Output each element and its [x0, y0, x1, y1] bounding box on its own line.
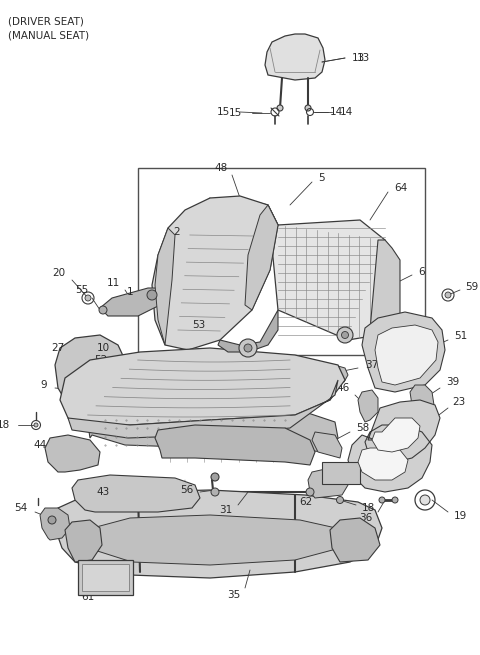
Polygon shape [330, 518, 380, 562]
Polygon shape [55, 335, 125, 405]
Text: 14: 14 [340, 107, 353, 117]
Text: 20: 20 [52, 268, 65, 278]
Circle shape [392, 497, 398, 503]
Polygon shape [60, 348, 345, 425]
Bar [138, 168, 425, 355]
Circle shape [99, 306, 107, 314]
Text: 39: 39 [446, 377, 459, 387]
Circle shape [244, 344, 252, 352]
Polygon shape [55, 490, 382, 578]
Polygon shape [358, 448, 408, 480]
Text: 44: 44 [34, 440, 47, 450]
Text: 56: 56 [180, 485, 193, 495]
Text: 5: 5 [318, 173, 324, 183]
Circle shape [445, 292, 451, 298]
Text: 43: 43 [97, 487, 110, 497]
Text: 59: 59 [465, 282, 478, 292]
Circle shape [277, 105, 283, 111]
Polygon shape [152, 196, 278, 350]
Text: 2: 2 [173, 227, 180, 237]
Polygon shape [268, 205, 385, 340]
Circle shape [211, 488, 219, 496]
Circle shape [48, 516, 56, 524]
Text: 10: 10 [97, 343, 110, 353]
Polygon shape [308, 468, 348, 498]
Text: 64: 64 [394, 183, 407, 193]
Circle shape [34, 423, 38, 427]
Text: 15: 15 [229, 108, 242, 118]
Text: 31: 31 [219, 505, 232, 515]
Bar [78, 560, 133, 595]
Circle shape [239, 339, 257, 357]
Text: 35: 35 [227, 590, 240, 600]
Bar [322, 462, 360, 484]
Text: 6: 6 [418, 267, 425, 277]
Text: 53: 53 [192, 320, 205, 330]
Text: 18: 18 [362, 503, 375, 513]
Polygon shape [370, 240, 400, 340]
Text: 19: 19 [454, 511, 467, 521]
Text: 61: 61 [82, 592, 95, 602]
Text: 54: 54 [14, 503, 27, 513]
Circle shape [85, 295, 91, 301]
Polygon shape [65, 520, 102, 562]
Circle shape [211, 473, 219, 481]
Polygon shape [40, 508, 70, 540]
Text: 37: 37 [365, 360, 378, 370]
Polygon shape [68, 380, 338, 438]
Polygon shape [348, 400, 440, 492]
Text: 62: 62 [299, 497, 312, 507]
Circle shape [336, 496, 344, 504]
Polygon shape [72, 475, 200, 512]
Circle shape [305, 105, 311, 111]
Polygon shape [88, 405, 338, 452]
Text: 50: 50 [90, 385, 103, 395]
Polygon shape [265, 34, 325, 80]
Text: 11: 11 [107, 278, 120, 288]
Circle shape [337, 327, 353, 343]
Polygon shape [410, 385, 434, 415]
Polygon shape [375, 325, 438, 385]
Text: 55: 55 [75, 285, 88, 295]
Text: (MANUAL SEAT): (MANUAL SEAT) [8, 30, 89, 40]
Text: 27: 27 [52, 343, 65, 353]
Polygon shape [155, 425, 315, 465]
Text: 58: 58 [356, 423, 369, 433]
Circle shape [306, 488, 314, 496]
Circle shape [147, 290, 157, 300]
Polygon shape [358, 390, 378, 422]
Text: 13: 13 [352, 53, 365, 63]
Polygon shape [85, 515, 345, 565]
Text: 1: 1 [126, 287, 133, 297]
Polygon shape [245, 205, 278, 310]
Text: 9: 9 [40, 380, 47, 390]
Polygon shape [218, 310, 278, 352]
Text: 36: 36 [359, 513, 372, 523]
Text: 13: 13 [357, 53, 370, 63]
Text: 14: 14 [330, 107, 343, 117]
Polygon shape [155, 228, 175, 345]
Polygon shape [330, 366, 348, 382]
Text: 46: 46 [337, 383, 350, 393]
Text: 18: 18 [0, 420, 10, 430]
Polygon shape [362, 312, 445, 392]
Text: 52: 52 [94, 355, 107, 365]
Bar [82, 564, 129, 591]
Text: 51: 51 [454, 331, 467, 341]
Polygon shape [372, 418, 420, 452]
Polygon shape [100, 288, 165, 316]
Text: 16: 16 [84, 423, 97, 433]
Text: 15: 15 [217, 107, 230, 117]
Circle shape [379, 497, 385, 503]
Text: (DRIVER SEAT): (DRIVER SEAT) [8, 16, 84, 26]
Circle shape [341, 331, 348, 339]
Circle shape [420, 495, 430, 505]
Text: 28: 28 [368, 460, 381, 470]
Text: 23: 23 [452, 397, 465, 407]
Text: 48: 48 [215, 163, 228, 173]
Polygon shape [45, 435, 100, 472]
Polygon shape [312, 432, 342, 458]
